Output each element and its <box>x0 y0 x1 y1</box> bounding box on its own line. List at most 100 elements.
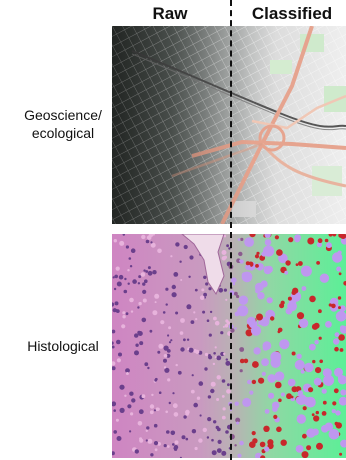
tissue-texture-dot <box>129 391 134 396</box>
tissue-texture-dot <box>309 295 316 303</box>
tissue-texture-dot <box>162 311 166 314</box>
tissue-texture-dot <box>234 311 240 317</box>
tissue-texture-dot <box>163 345 169 351</box>
tissue-texture-dot <box>241 271 253 283</box>
tissue-texture-dot <box>313 322 320 329</box>
tissue-texture-dot <box>216 355 222 361</box>
tissue-texture-dot <box>173 445 179 450</box>
tissue-texture-dot <box>185 409 190 415</box>
tissue-texture-dot <box>270 316 275 321</box>
tissue-texture-dot <box>321 411 327 416</box>
tissue-texture-dot <box>175 311 179 315</box>
tissue-texture-dot <box>180 347 185 352</box>
tissue-texture-dot <box>264 409 270 414</box>
tissue-texture-dot <box>202 427 207 433</box>
tissue-texture-dot <box>255 452 262 458</box>
tissue-texture-dot <box>333 388 339 394</box>
tissue-texture-dot <box>186 338 190 341</box>
tissue-texture-dot <box>141 394 146 399</box>
tissue-texture-dot <box>287 301 297 312</box>
tissue-texture-dot <box>239 358 245 364</box>
histological-label-line1: Histological <box>27 338 99 354</box>
tissue-texture-dot <box>149 404 155 409</box>
tissue-texture-dot <box>206 319 210 322</box>
tissue-texture-dot <box>237 453 242 458</box>
tissue-texture-dot <box>130 248 136 253</box>
tissue-texture-dot <box>129 297 134 303</box>
tissue-texture-dot <box>175 363 178 367</box>
tissue-texture-dot <box>315 410 319 415</box>
tissue-texture-dot <box>210 381 216 387</box>
tissue-texture-dot <box>221 256 226 261</box>
tissue-texture-dot <box>150 241 153 244</box>
tissue-texture-dot <box>144 362 149 367</box>
tissue-texture-dot <box>141 234 146 240</box>
histological-image <box>112 234 346 458</box>
tissue-texture-dot <box>253 347 261 355</box>
tissue-texture-dot <box>252 361 259 368</box>
tissue-texture-dot <box>226 244 229 248</box>
tissue-texture-dot <box>328 429 340 440</box>
tissue-texture-dot <box>297 390 303 396</box>
tissue-texture-dot <box>315 367 322 374</box>
raw-classified-divider <box>230 0 232 460</box>
tissue-texture-dot <box>112 276 115 279</box>
tissue-texture-dot <box>249 390 254 395</box>
tissue-texture-dot <box>171 292 177 298</box>
tissue-texture-dot <box>340 237 346 245</box>
tissue-texture-dot <box>326 242 332 249</box>
tissue-texture-dot <box>239 440 244 446</box>
tissue-texture-dot <box>295 396 303 404</box>
tissue-texture-dot <box>157 248 162 254</box>
tissue-texture-dot <box>291 290 297 295</box>
tissue-texture-dot <box>180 279 183 281</box>
tissue-texture-dot <box>139 341 144 346</box>
tissue-texture-dot <box>261 358 269 367</box>
tissue-texture-dot <box>235 417 241 423</box>
tissue-texture-dot <box>211 438 214 442</box>
tissue-texture-dot <box>239 259 242 262</box>
tissue-texture-dot <box>119 407 125 413</box>
tissue-texture-dot <box>333 338 340 345</box>
tissue-texture-dot <box>113 287 117 291</box>
tissue-texture-dot <box>306 445 312 451</box>
tissue-texture-dot <box>127 282 130 285</box>
tissue-texture-dot <box>146 426 150 430</box>
tissue-texture-dot <box>331 408 336 414</box>
tissue-texture-dot <box>179 331 184 335</box>
tissue-texture-dot <box>245 261 250 266</box>
tissue-texture-dot <box>308 387 314 393</box>
tissue-texture-dot <box>263 266 272 275</box>
tissue-texture-dot <box>157 442 161 446</box>
tissue-texture-dot <box>145 270 149 273</box>
tissue-texture-dot <box>145 429 148 432</box>
tissue-texture-dot <box>236 421 240 425</box>
tissue-texture-dot <box>155 407 160 411</box>
tissue-texture-dot <box>311 413 315 417</box>
tissue-texture-dot <box>279 339 290 350</box>
tissue-texture-dot <box>301 286 307 291</box>
tissue-texture-dot <box>127 269 130 272</box>
tissue-texture-dot <box>213 316 217 321</box>
tissue-texture-dot <box>204 352 209 357</box>
tissue-texture-dot <box>158 391 162 394</box>
tissue-texture-dot <box>316 442 323 450</box>
tissue-texture-dot <box>223 288 227 292</box>
tissue-texture-dot <box>114 274 118 279</box>
tissue-texture-dot <box>220 351 225 357</box>
tissue-texture-dot <box>204 296 206 299</box>
tissue-texture-dot <box>151 393 154 397</box>
tissue-texture-dot <box>114 301 119 306</box>
tissue-texture-dot <box>243 358 249 364</box>
tissue-texture-dot <box>313 415 320 422</box>
tissue-texture-dot <box>137 330 141 335</box>
tissue-texture-dot <box>152 310 158 316</box>
tissue-texture-dot <box>193 311 196 314</box>
tissue-texture-dot <box>339 305 346 312</box>
tissue-texture-dot <box>115 418 119 422</box>
tissue-texture-dot <box>208 287 212 291</box>
tissue-texture-dot <box>135 343 139 347</box>
tissue-texture-dot <box>158 343 164 349</box>
tissue-texture-dot <box>194 446 198 451</box>
tissue-texture-dot <box>274 371 285 381</box>
